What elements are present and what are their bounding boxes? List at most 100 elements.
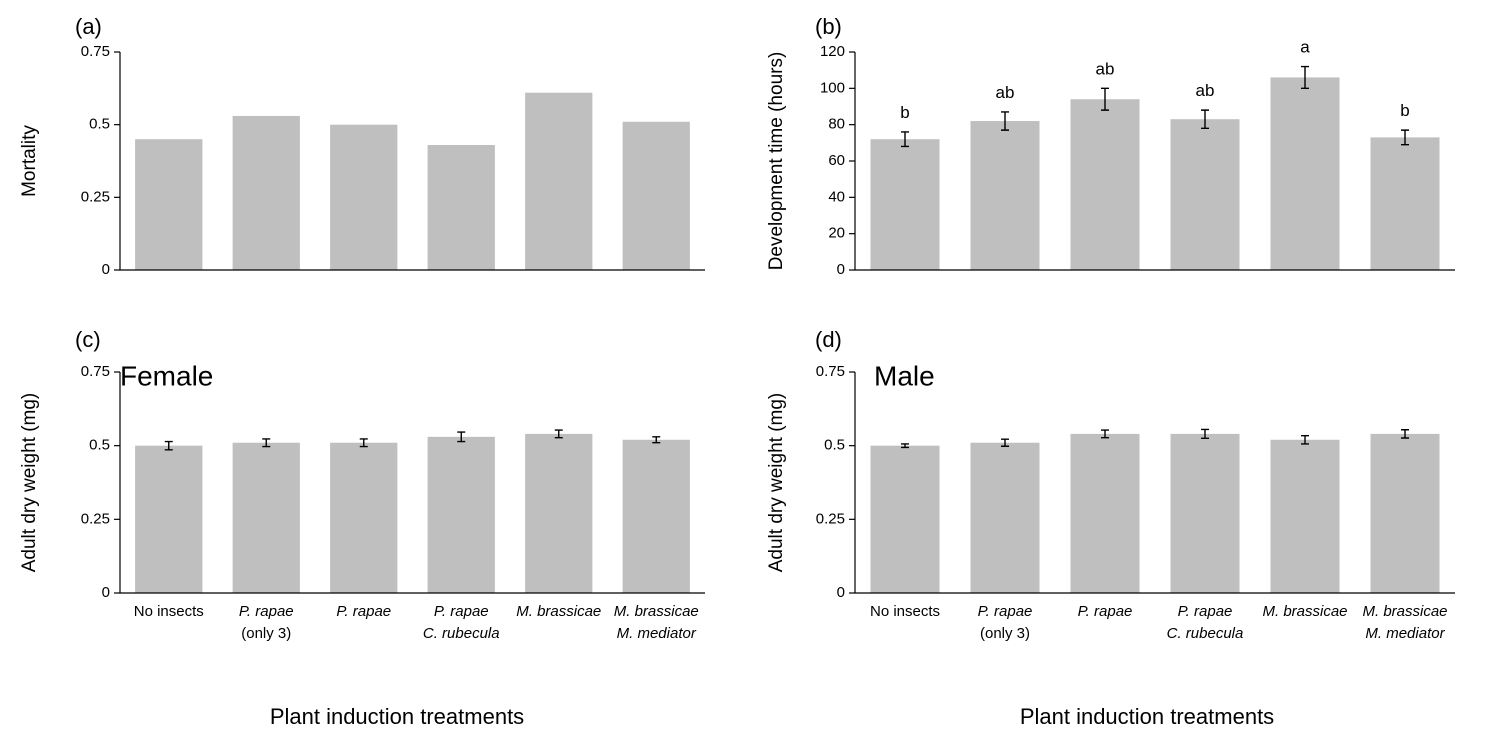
y-tick-label: 0 — [837, 261, 845, 278]
category-label: (only 3) — [980, 625, 1030, 642]
category-label: P. rapae — [1178, 603, 1233, 620]
bar — [427, 145, 495, 270]
category-label: P. rapae — [978, 603, 1033, 620]
y-axis-title: Mortality — [19, 125, 40, 197]
significance-letter: a — [1300, 38, 1310, 57]
y-tick-label: 0.5 — [89, 437, 110, 454]
error-bar — [1401, 429, 1409, 439]
bar — [427, 436, 495, 593]
y-tick-label: 80 — [828, 116, 845, 133]
error-bar — [901, 131, 909, 148]
error-bar — [1001, 111, 1009, 131]
error-bar — [1301, 434, 1309, 445]
error-bar — [1301, 65, 1309, 90]
bar — [870, 445, 940, 593]
significance-letter: ab — [996, 83, 1015, 102]
y-axis-title: Adult dry weight (mg) — [19, 393, 40, 573]
error-bar — [457, 431, 466, 443]
x-axis-title-right: Plant induction treatments — [1020, 704, 1274, 729]
category-label: M. brassicae — [1362, 603, 1447, 620]
bar — [525, 433, 593, 593]
chart-panel-3: (c) Female Adult dry weight (mg) 0 0.25 0.5 0.… — [19, 327, 705, 642]
panel-label: (a) — [75, 14, 102, 39]
y-axis-title: Adult dry weight (mg) — [766, 393, 787, 573]
error-bar — [1101, 429, 1109, 439]
panel-label: (c) — [75, 327, 101, 352]
y-tick-label: 0 — [837, 584, 845, 601]
y-tick-label: 100 — [820, 79, 845, 96]
axis-lines — [119, 52, 705, 271]
axis-lines — [854, 372, 1455, 594]
category-label: P. rapae — [336, 603, 391, 620]
category-label: No insects — [134, 603, 204, 620]
significance-letter: ab — [1196, 81, 1215, 100]
error-bar — [164, 440, 173, 451]
error-bar — [359, 438, 368, 448]
y-tick-label: 0.25 — [81, 510, 110, 527]
panel-label: (b) — [815, 14, 842, 39]
bar — [870, 139, 940, 270]
panel-label: (d) — [815, 327, 842, 352]
y-tick-label: 0.25 — [816, 510, 845, 527]
category-label: C. rubecula — [423, 625, 500, 642]
significance-letter: ab — [1096, 59, 1115, 78]
y-tick-label: 40 — [828, 188, 845, 205]
y-tick-label: 0.25 — [81, 188, 110, 205]
bar — [1270, 439, 1340, 593]
error-bar — [554, 429, 563, 439]
bar — [1370, 137, 1440, 270]
bar — [1270, 77, 1340, 270]
bar — [1170, 433, 1240, 593]
category-label: C. rubecula — [1167, 625, 1244, 642]
error-bar — [1101, 87, 1109, 111]
error-bar — [1401, 129, 1409, 146]
category-label: M. mediator — [1365, 625, 1445, 642]
category-label: M. mediator — [617, 625, 697, 642]
error-bar — [1201, 428, 1209, 439]
bar — [135, 445, 203, 593]
y-tick-label: 0.75 — [81, 363, 110, 380]
panel-annotation: Male — [874, 360, 935, 391]
bar — [232, 115, 300, 271]
category-label: M. brassicae — [516, 603, 601, 620]
y-tick-label: 0 — [102, 584, 110, 601]
bar — [135, 139, 203, 270]
category-label: P. rapae — [434, 603, 489, 620]
bar — [525, 92, 593, 271]
error-bar — [901, 443, 909, 449]
bar — [622, 439, 690, 593]
axis-lines — [854, 52, 1455, 271]
panel-annotation: Female — [120, 360, 213, 391]
error-bar — [1001, 438, 1009, 447]
bar — [330, 442, 398, 593]
y-tick-label: 0.5 — [89, 116, 110, 133]
bar — [1070, 99, 1140, 270]
error-bar — [652, 436, 661, 444]
error-bar — [262, 438, 271, 448]
significance-letter: b — [900, 103, 909, 122]
y-axis-title: Development time (hours) — [766, 52, 787, 271]
bar — [970, 442, 1040, 593]
category-label: M. brassicae — [614, 603, 699, 620]
bar — [970, 121, 1040, 271]
category-label: No insects — [870, 603, 940, 620]
y-tick-label: 0.75 — [81, 43, 110, 60]
y-tick-label: 60 — [828, 152, 845, 169]
bar — [622, 121, 690, 270]
bar — [232, 442, 300, 593]
y-tick-label: 0.5 — [824, 437, 845, 454]
y-tick-label: 0.75 — [816, 363, 845, 380]
chart-panel-2: (b)Development time (hours) babababab0204… — [766, 14, 1455, 278]
chart-panel-4: (d) Male Adult dry weight (mg) 0 0.25 0.5 0.75… — [766, 327, 1455, 642]
y-tick-label: 20 — [828, 225, 845, 242]
bar — [1170, 119, 1240, 270]
y-tick-label: 0 — [102, 261, 110, 278]
bar — [1070, 433, 1140, 593]
bar — [330, 124, 398, 271]
axis-lines — [119, 372, 705, 594]
category-label: P. rapae — [239, 603, 294, 620]
bar — [1370, 433, 1440, 593]
category-label: M. brassicae — [1262, 603, 1347, 620]
category-label: (only 3) — [241, 625, 291, 642]
